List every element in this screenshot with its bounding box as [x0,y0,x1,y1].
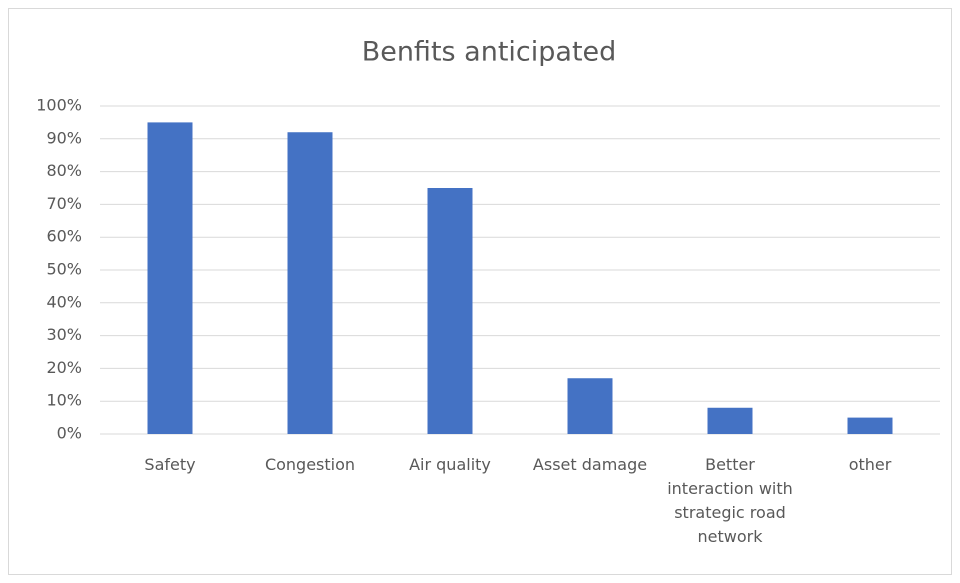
y-tick-label: 0% [57,424,82,443]
bar [287,132,333,435]
x-tick-label: Congestion [264,455,356,474]
x-tick-label: Asset damage [532,455,648,474]
y-tick-label: 80% [46,161,82,180]
y-tick-label: 50% [46,260,82,279]
y-tick-label: 60% [46,227,82,246]
y-tick-label: 30% [46,325,82,344]
bar [427,188,473,434]
y-tick-label: 40% [46,292,82,311]
chart-title: Benfits anticipated [362,37,617,68]
bar [847,417,893,434]
y-tick-label: 90% [46,128,82,147]
y-tick-label: 10% [46,391,82,410]
x-tick-label: Safety [144,455,196,474]
y-tick-label: 100% [36,96,82,115]
bar [567,378,613,434]
y-tick-label: 20% [46,358,82,377]
x-tick-label: Better interaction with strategic road n… [667,455,793,546]
x-tick-label: Air quality [409,455,491,474]
y-tick-label: 70% [46,194,82,213]
bar [707,407,753,434]
x-tick-label: other [848,455,892,474]
bar [147,122,193,435]
